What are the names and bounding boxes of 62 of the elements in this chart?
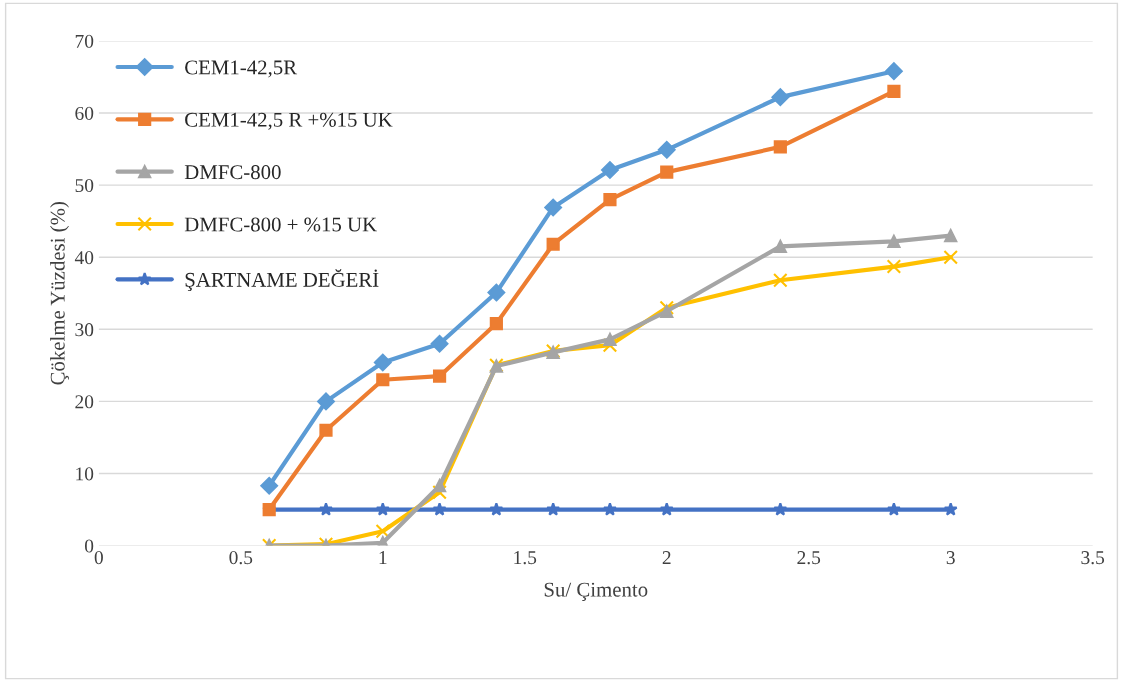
y-tick-label: 30 bbox=[75, 323, 94, 337]
legend-label: ŞARTNAME DEĞERİ bbox=[185, 269, 379, 292]
y-tick-label: 60 bbox=[75, 106, 94, 120]
point bbox=[260, 476, 279, 495]
x-tick-label: 1.5 bbox=[514, 551, 537, 565]
y-tick-label: 40 bbox=[74, 251, 94, 265]
point bbox=[317, 392, 335, 411]
y-tick-label: 10 bbox=[76, 467, 94, 481]
point bbox=[887, 84, 901, 98]
point bbox=[657, 140, 676, 159]
point bbox=[771, 88, 790, 107]
x-tick-label: 2.5 bbox=[797, 551, 821, 565]
x-tick-label: 3.5 bbox=[1081, 551, 1105, 565]
point bbox=[773, 502, 788, 516]
point bbox=[659, 502, 674, 516]
point bbox=[885, 62, 903, 81]
legend-label: CEM1-42,5 R +%15 UK bbox=[185, 112, 393, 130]
legend-label: CEM1-42,5R bbox=[185, 60, 298, 78]
point bbox=[430, 334, 449, 353]
point bbox=[319, 423, 333, 437]
point bbox=[773, 239, 787, 253]
x-tick-label: 3 bbox=[946, 551, 955, 565]
point bbox=[375, 502, 390, 516]
y-tick-label: 70 bbox=[75, 34, 94, 48]
point bbox=[546, 237, 560, 251]
point bbox=[603, 192, 617, 207]
y-tick-label: 20 bbox=[75, 395, 94, 409]
point bbox=[546, 502, 561, 516]
point bbox=[943, 249, 958, 265]
point bbox=[432, 369, 447, 383]
point bbox=[886, 502, 901, 516]
point bbox=[319, 502, 333, 516]
point bbox=[376, 373, 390, 387]
point bbox=[773, 272, 788, 288]
point bbox=[373, 353, 392, 372]
x-tick-label: 1 bbox=[379, 551, 387, 564]
x-tick-label: 0 bbox=[94, 551, 103, 565]
y-tick-label: 50 bbox=[75, 178, 94, 193]
y-tick-label: 0 bbox=[84, 539, 94, 553]
point bbox=[660, 165, 674, 179]
point bbox=[432, 479, 447, 493]
point bbox=[432, 502, 447, 516]
point bbox=[375, 523, 391, 539]
point bbox=[602, 502, 617, 516]
legend-label: DMFC-800 bbox=[184, 165, 281, 180]
point bbox=[660, 304, 674, 318]
point bbox=[489, 502, 504, 516]
point bbox=[544, 198, 563, 217]
x-tick-label: 0.5 bbox=[229, 551, 253, 565]
point bbox=[886, 259, 902, 274]
point bbox=[773, 140, 787, 154]
point bbox=[887, 234, 901, 248]
y-axis-title: Çökelme Yüzdesi (%) bbox=[50, 202, 69, 385]
point bbox=[943, 502, 958, 516]
point bbox=[944, 228, 958, 243]
x-axis-title: Su/ Çimento bbox=[544, 582, 648, 601]
legend-label: DMFC-800 + %15 UK bbox=[184, 217, 377, 232]
point bbox=[489, 316, 503, 331]
point bbox=[487, 283, 506, 302]
point bbox=[603, 332, 617, 346]
point bbox=[601, 161, 619, 179]
x-tick-label: 2 bbox=[662, 551, 671, 564]
